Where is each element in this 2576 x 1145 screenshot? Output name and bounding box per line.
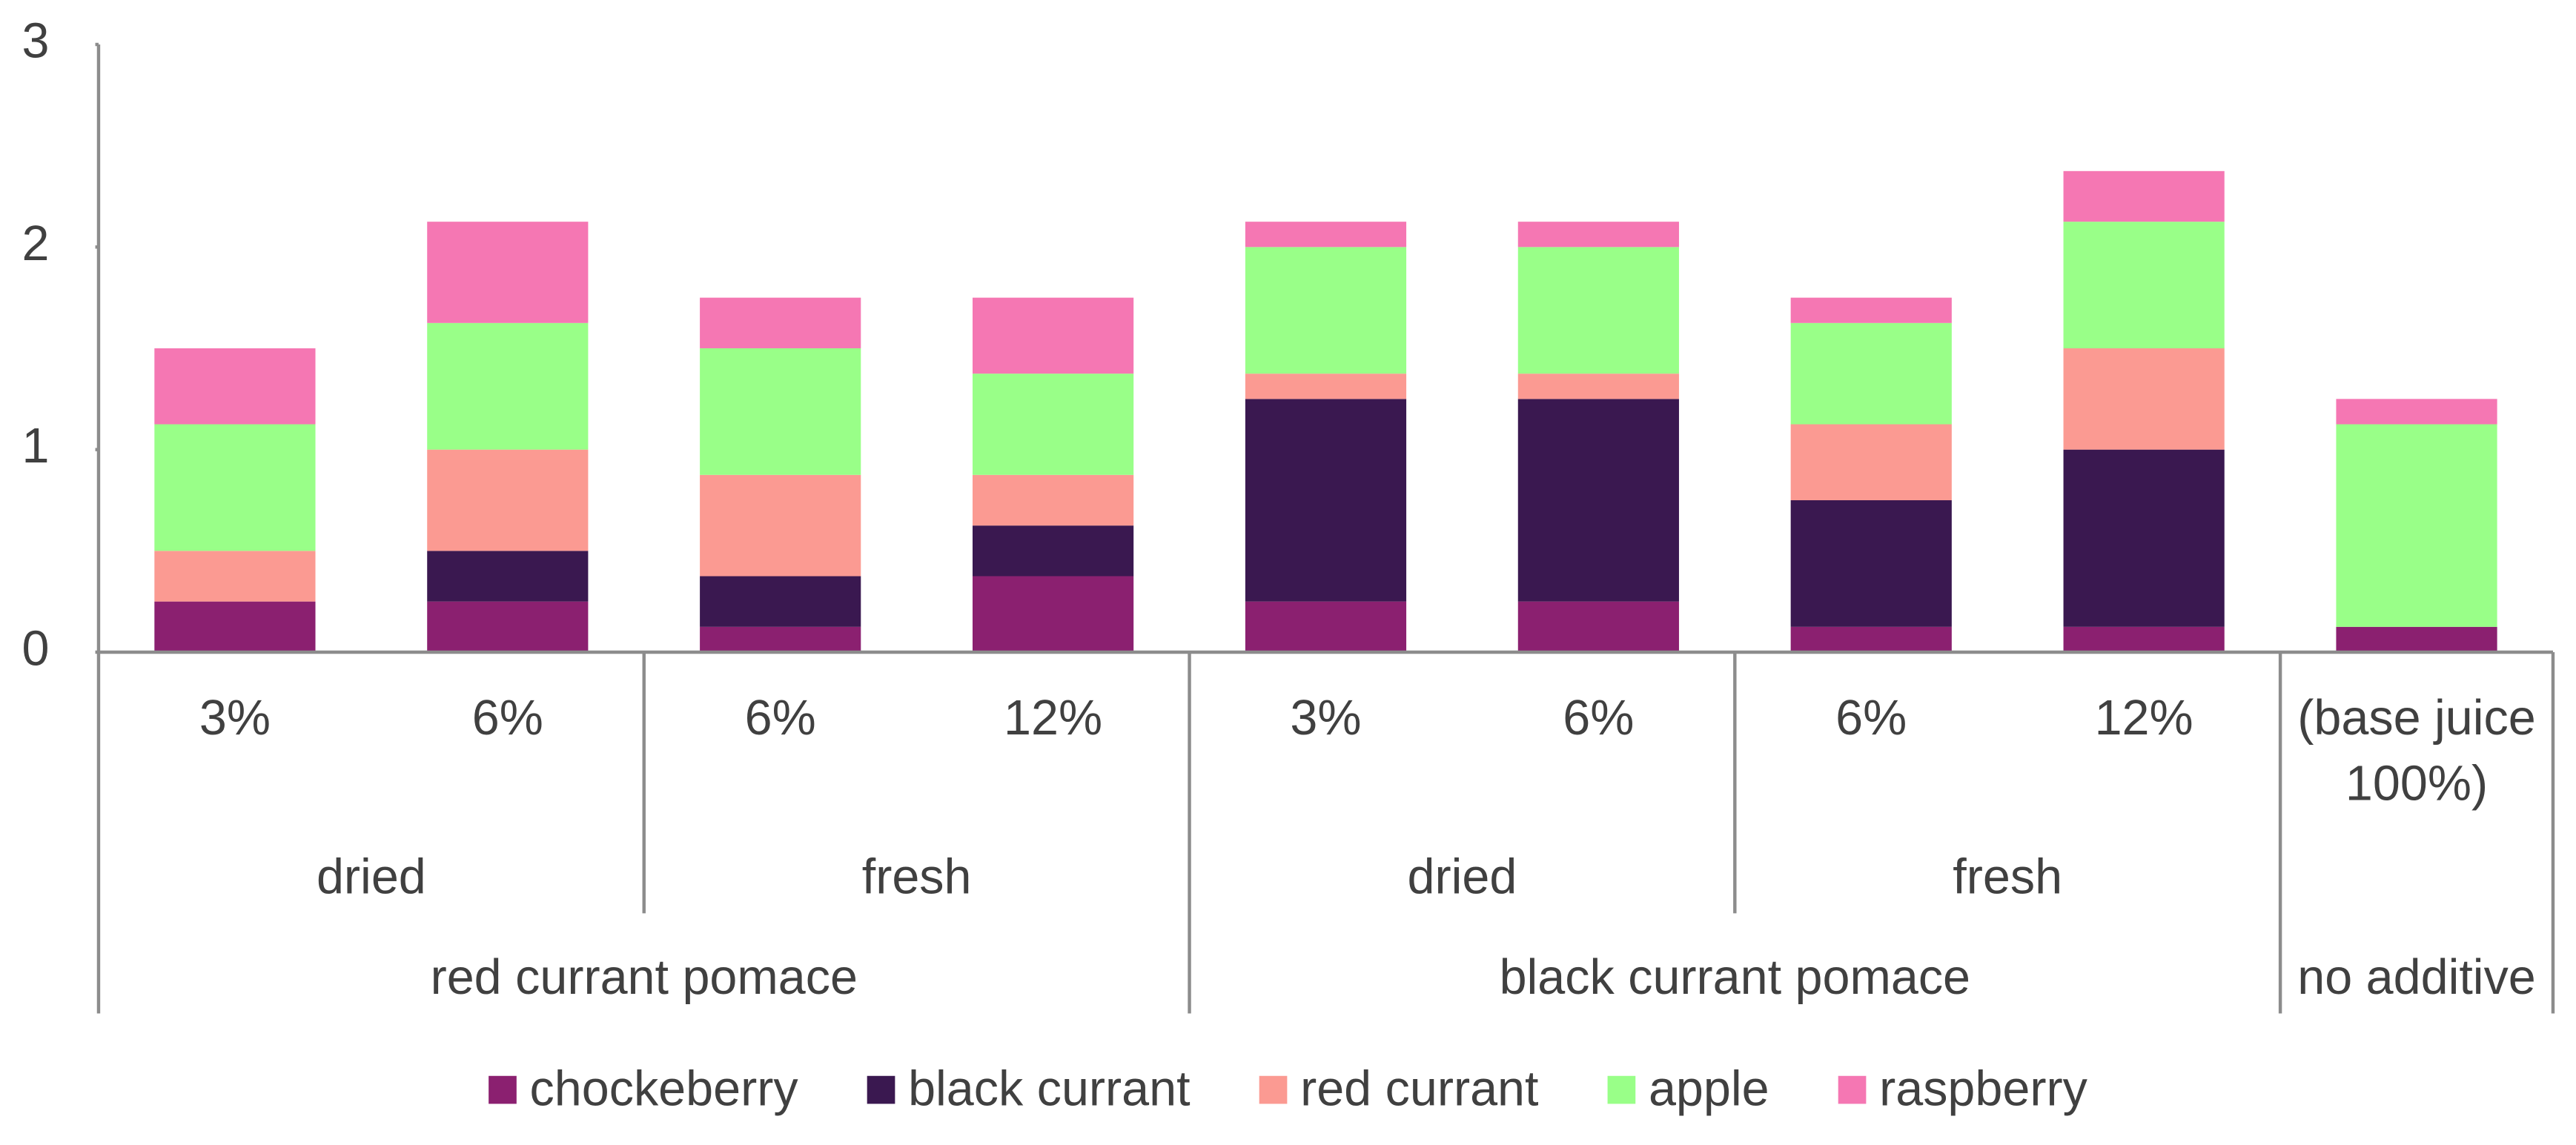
bar-segment — [2336, 424, 2497, 627]
legend-swatch — [489, 1075, 517, 1104]
bar-segment — [1245, 374, 1407, 399]
bar-segment — [1517, 399, 1679, 602]
x-label-box: 12% — [1004, 691, 1103, 746]
bar-segment — [1245, 247, 1407, 374]
bar-segment — [427, 222, 589, 323]
x-label-box: 3% — [199, 691, 271, 746]
x-label-box: 6% — [744, 691, 816, 746]
bar-segment — [1245, 222, 1407, 248]
bar-segment — [700, 626, 861, 652]
top-group-label: red currant pomace — [431, 950, 858, 1005]
x-tick-label: 12% — [2094, 691, 2193, 746]
x-tick-label: 6% — [744, 691, 816, 746]
legend-item: raspberry — [1838, 1061, 2088, 1116]
bar-segment — [154, 424, 316, 551]
x-tick-label: 12% — [1004, 691, 1103, 746]
x-tick-label: 3% — [199, 691, 271, 746]
y-tick-label: 1 — [22, 419, 50, 474]
legend-item: chockeberry — [489, 1061, 798, 1116]
x-label-box: 3% — [1290, 691, 1362, 746]
bar-segment — [2063, 348, 2225, 450]
x-label-box: 6% — [1563, 691, 1635, 746]
bar-segment — [154, 601, 316, 652]
bar-segment — [154, 551, 316, 602]
group-label: fresh — [1953, 850, 2062, 905]
x-tick-label: (base juice 100%) — [2297, 691, 2536, 812]
x-label-box: 6% — [471, 691, 543, 746]
bar-segment — [427, 601, 589, 652]
bar-segment — [972, 576, 1134, 652]
bar-segment — [972, 297, 1134, 374]
bar-segment — [2336, 626, 2497, 652]
x-label-box: (base juice 100%) — [2297, 691, 2536, 812]
bar-segment — [1517, 222, 1679, 248]
y-tick-label: 0 — [22, 622, 50, 677]
bar-segment — [1245, 601, 1407, 652]
x-label-box: 6% — [1835, 691, 1907, 746]
bar-segment — [1790, 424, 1952, 500]
bar-segment — [1517, 374, 1679, 399]
top-group-label: black currant pomace — [1500, 950, 1970, 1005]
bar-segment — [427, 551, 589, 602]
bar-segment — [700, 297, 861, 348]
legend-swatch — [1838, 1075, 1867, 1104]
legend-label: black currant — [908, 1061, 1191, 1116]
y-tick-label: 3 — [22, 14, 50, 69]
x-tick-label: 3% — [1290, 691, 1362, 746]
bar-segment — [2063, 170, 2225, 222]
x-tick-label: 6% — [1835, 691, 1907, 746]
x-tick-label: 6% — [1563, 691, 1635, 746]
bar-segment — [427, 322, 589, 450]
bar-segment — [2063, 449, 2225, 627]
bar-segment — [972, 474, 1134, 526]
bar-segment — [700, 348, 861, 475]
legend-label: raspberry — [1879, 1061, 2088, 1116]
legend-swatch — [1607, 1075, 1636, 1104]
bar-segment — [1245, 399, 1407, 602]
bar-segment — [1790, 500, 1952, 627]
bar-segment — [2336, 399, 2497, 425]
bar-segment — [972, 525, 1134, 577]
bar-segment — [1517, 247, 1679, 374]
legend-item: red currant — [1259, 1061, 1538, 1116]
legend-label: chockeberry — [530, 1061, 799, 1116]
bar-segment — [1790, 322, 1952, 425]
legend-item: black currant — [867, 1061, 1191, 1116]
group-label: dried — [317, 850, 426, 905]
group-label: fresh — [862, 850, 972, 905]
legend-item: apple — [1607, 1061, 1769, 1116]
legend-swatch — [867, 1075, 895, 1104]
y-tick-label: 2 — [22, 216, 50, 271]
bar-segment — [154, 348, 316, 425]
legend-label: apple — [1649, 1061, 1769, 1116]
bar-segment — [700, 474, 861, 577]
bar-segment — [700, 576, 861, 627]
x-tick-label: 6% — [471, 691, 543, 746]
legend-swatch — [1259, 1075, 1288, 1104]
group-label: dried — [1408, 850, 1517, 905]
bar-segment — [2063, 626, 2225, 652]
bar-segment — [1790, 297, 1952, 323]
top-group-label: no additive — [2297, 950, 2536, 1005]
legend-label: red currant — [1300, 1061, 1538, 1116]
bar-segment — [1517, 601, 1679, 652]
bar-segment — [1790, 626, 1952, 652]
bar-segment — [2063, 222, 2225, 348]
bar-segment — [427, 449, 589, 551]
bar-segment — [972, 374, 1134, 475]
x-label-box: 12% — [2094, 691, 2193, 746]
